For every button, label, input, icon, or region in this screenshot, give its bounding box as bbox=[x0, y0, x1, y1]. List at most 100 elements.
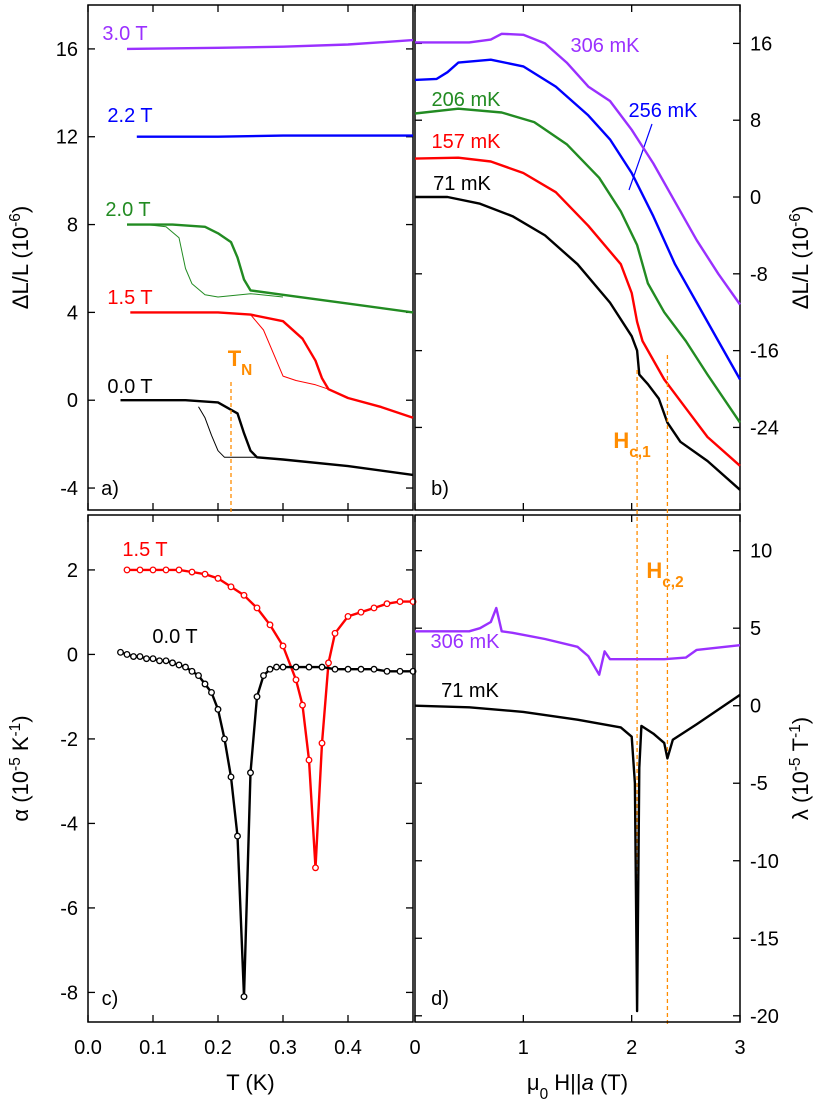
data-point bbox=[318, 739, 326, 747]
data-point bbox=[201, 680, 209, 688]
data-point bbox=[344, 612, 352, 620]
data-point bbox=[175, 566, 183, 574]
data-point bbox=[260, 672, 267, 679]
series-line bbox=[146, 224, 284, 298]
data-point bbox=[253, 604, 261, 612]
series-label: 306 mK bbox=[431, 631, 501, 653]
data-point bbox=[273, 663, 280, 671]
y-tick-label: -6 bbox=[60, 898, 78, 920]
panel-label: c) bbox=[102, 988, 119, 1010]
plot-frame bbox=[414, 4, 741, 511]
data-point bbox=[162, 566, 170, 574]
series-line bbox=[415, 606, 741, 676]
y-tick-label: 16 bbox=[750, 33, 772, 55]
x-tick-label: 1 bbox=[518, 1037, 529, 1059]
y-axis-title-part: -1 bbox=[7, 723, 24, 737]
data-point bbox=[396, 598, 404, 606]
x-axis-title-part: 0 bbox=[540, 1086, 549, 1103]
series-label: 256 mK bbox=[629, 100, 699, 122]
data-point bbox=[292, 663, 300, 671]
data-point bbox=[195, 672, 202, 679]
data-point bbox=[266, 621, 274, 629]
data-point bbox=[143, 655, 150, 663]
marker-label-part: N bbox=[241, 362, 252, 379]
series-label: 71 mK bbox=[441, 680, 499, 702]
panel-label: a) bbox=[101, 478, 119, 500]
y-tick-label: -16 bbox=[750, 341, 779, 363]
data-point bbox=[240, 993, 248, 1001]
x-tick-label: 0.1 bbox=[139, 1037, 167, 1059]
marker-label: Hc,2 bbox=[646, 558, 683, 591]
data-point bbox=[227, 773, 235, 781]
pointer-arrow bbox=[628, 123, 653, 191]
series-line bbox=[198, 406, 257, 458]
x-axis-title-part: T (K) bbox=[226, 1070, 274, 1095]
series-line bbox=[136, 134, 413, 138]
marker-label-part: T bbox=[228, 346, 242, 371]
data-point bbox=[227, 583, 235, 591]
data-point bbox=[214, 705, 222, 713]
data-point bbox=[331, 629, 339, 637]
y-tick-label: -2 bbox=[60, 729, 78, 751]
data-point bbox=[370, 604, 378, 612]
panel-label: b) bbox=[431, 478, 449, 500]
y-tick-label: -4 bbox=[60, 478, 78, 500]
data-point bbox=[123, 566, 131, 574]
y-axis-title-part: ) bbox=[8, 206, 33, 213]
data-point bbox=[396, 667, 404, 675]
y-tick-label: 4 bbox=[67, 302, 78, 324]
x-tick-label: 0.3 bbox=[269, 1037, 297, 1059]
series-line bbox=[250, 314, 329, 390]
y-tick-label: 0 bbox=[67, 390, 78, 412]
y-tick-label: -8 bbox=[750, 264, 768, 286]
y-axis-title-part: ) bbox=[788, 206, 813, 213]
panel-label: d) bbox=[431, 988, 449, 1010]
x-axis-title-part: (T) bbox=[594, 1070, 628, 1095]
data-point bbox=[279, 663, 287, 671]
series-line bbox=[120, 399, 414, 477]
y-axis-title-part: K bbox=[8, 736, 33, 757]
data-point bbox=[325, 659, 332, 667]
y-tick-label: 5 bbox=[750, 618, 761, 640]
x-axis-title-part: a bbox=[582, 1070, 594, 1095]
data-point bbox=[188, 667, 196, 675]
y-axis-title-part: -1 bbox=[787, 724, 804, 738]
series-line bbox=[414, 693, 741, 1013]
series-line bbox=[130, 311, 414, 419]
data-point bbox=[312, 864, 319, 872]
data-point bbox=[357, 608, 365, 616]
x-tick-label: 0 bbox=[409, 1037, 420, 1059]
y-tick-label: -20 bbox=[750, 1006, 779, 1028]
data-point bbox=[201, 570, 209, 578]
series-label: 2.0 T bbox=[105, 199, 150, 221]
y-axis-title-part: -6 bbox=[7, 213, 24, 227]
y-axis-title-part: λ (10 bbox=[788, 771, 813, 820]
y-tick-label: 10 bbox=[750, 541, 772, 563]
y-axis-title-part: ΔL/L (10 bbox=[8, 227, 33, 309]
data-point bbox=[305, 756, 313, 764]
marker-label-part: c,2 bbox=[662, 574, 683, 591]
data-point bbox=[149, 566, 157, 574]
series-label: 1.5 T bbox=[122, 539, 167, 561]
data-point bbox=[136, 653, 144, 660]
y-tick-label: 0 bbox=[67, 644, 78, 666]
data-point bbox=[292, 676, 300, 684]
series-line bbox=[127, 223, 414, 314]
y-axis-title-part: α (10 bbox=[8, 771, 33, 822]
y-axis-title: λ (10-5 T-1) bbox=[787, 717, 814, 820]
series-line bbox=[126, 38, 414, 51]
y-axis-title-part: -5 bbox=[787, 757, 804, 771]
y-axis-title-part: ΔL/L (10 bbox=[788, 227, 813, 309]
y-axis-title-part: T bbox=[788, 738, 813, 758]
x-tick-label: 0.4 bbox=[334, 1037, 362, 1059]
y-tick-label: 16 bbox=[56, 39, 78, 61]
plot-frame bbox=[87, 514, 414, 1023]
marker-label-part: H bbox=[646, 558, 662, 583]
data-point bbox=[136, 566, 144, 574]
series-label: 157 mK bbox=[432, 131, 502, 153]
x-tick-label: 0.2 bbox=[204, 1037, 232, 1059]
data-point bbox=[266, 665, 274, 673]
data-point bbox=[240, 591, 248, 599]
